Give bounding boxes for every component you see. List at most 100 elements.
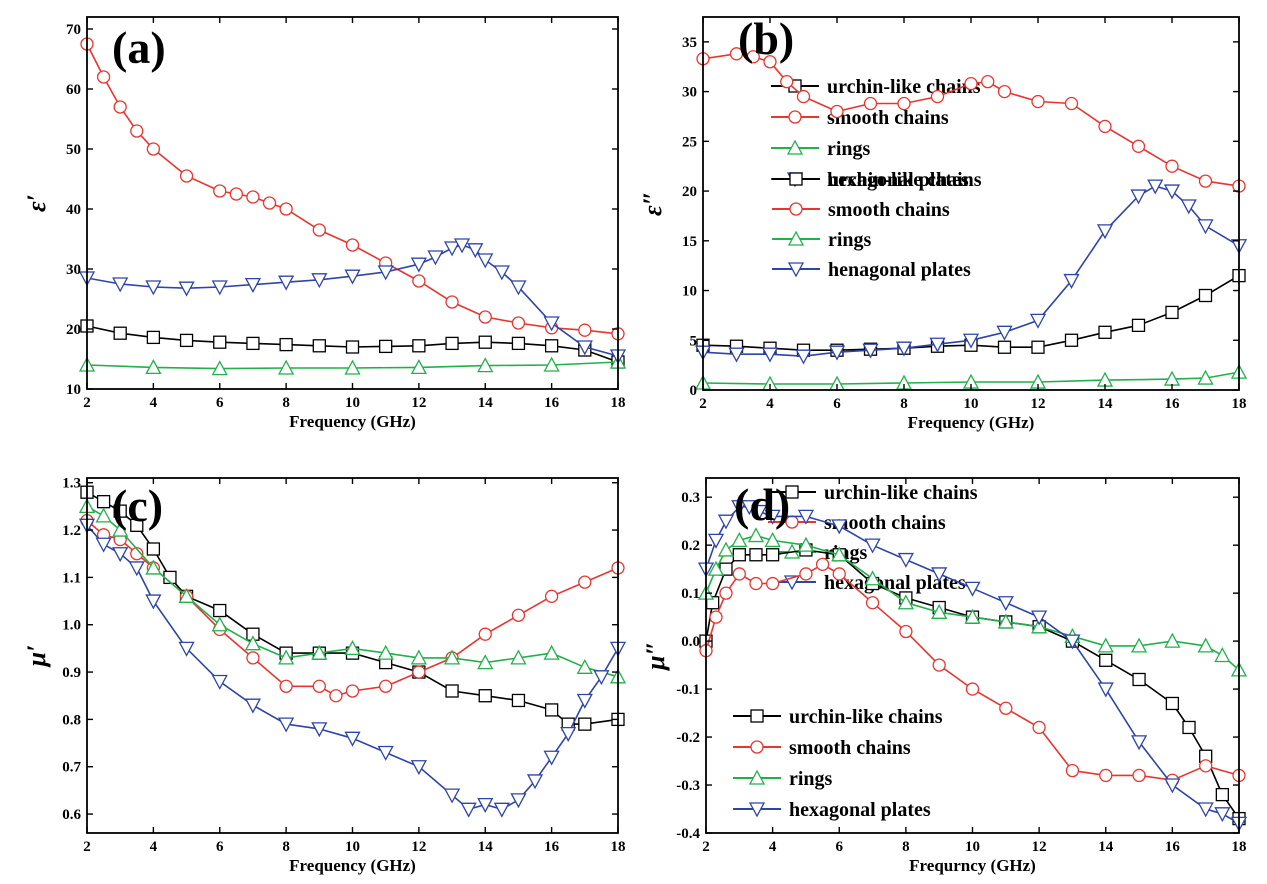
data-point: [1031, 94, 1045, 109]
data-point: [964, 581, 981, 597]
data-point: [312, 223, 326, 237]
x-tick-label: 14: [1098, 396, 1114, 412]
data-point: [831, 546, 848, 562]
x-tick-label: 8: [282, 395, 290, 411]
data-point: [229, 187, 243, 201]
data-point: [1096, 224, 1114, 240]
y-tick-label: -0.4: [676, 826, 700, 842]
data-point: [410, 359, 427, 375]
series-rings: [78, 353, 627, 376]
x-axis-label: Frequency (GHz): [908, 413, 1035, 432]
y-axis-label: μ″: [641, 641, 670, 672]
data-point: [997, 84, 1012, 99]
data-point: [345, 238, 360, 252]
legend-label: rings: [828, 229, 872, 251]
data-point: [311, 644, 328, 660]
y-tick-label: 25: [682, 134, 697, 150]
data-point: [443, 649, 461, 665]
data-point: [211, 360, 228, 376]
data-point: [113, 504, 127, 518]
x-tick-label: 6: [833, 396, 841, 412]
data-point: [765, 576, 780, 591]
data-point: [453, 238, 471, 254]
data-point: [278, 717, 295, 733]
data-point: [543, 644, 560, 660]
legend-entry: urchin-like chains: [768, 482, 978, 504]
x-tick-label: 16: [544, 839, 560, 855]
data-point: [764, 509, 781, 525]
series-smooth-chains: [696, 47, 1246, 193]
x-tick-label: 12: [1031, 396, 1046, 412]
x-tick-label: 8: [902, 839, 910, 855]
series-line: [705, 563, 1240, 782]
data-point: [477, 357, 494, 373]
legend-label: smooth chains: [827, 107, 949, 129]
series-smooth-chains: [80, 37, 625, 341]
data-point: [899, 624, 913, 639]
data-point: [981, 75, 995, 89]
data-point: [379, 679, 393, 693]
data-point: [1132, 672, 1146, 687]
y-tick-label: 0.9: [62, 665, 81, 681]
data-point: [526, 774, 544, 790]
y-tick-label: 1.0: [62, 618, 81, 634]
legend-label: smooth chains: [828, 199, 950, 221]
data-point: [747, 527, 765, 543]
data-point: [377, 644, 394, 660]
legend-entry: rings: [771, 138, 871, 160]
data-point: [719, 586, 733, 600]
data-point: [112, 521, 129, 537]
y-tick-label: 50: [66, 142, 81, 158]
legend-label: urchin-like chains: [824, 482, 978, 504]
legend-entry: smooth chains: [768, 512, 946, 534]
data-point: [511, 608, 526, 622]
plot-frame: [86, 16, 619, 390]
data-point: [897, 552, 914, 568]
data-point: [278, 359, 295, 375]
x-tick-label: 10: [965, 839, 980, 855]
legend-label: urchin-like chains: [828, 169, 982, 191]
data-point: [345, 340, 360, 354]
data-point: [765, 548, 780, 562]
chart-panel-c: 2 4 6 8 10 12 14 16 18 0.6 0.7 0.8 0.9 1.0 1.1 1.2 1.3 Fr…: [22, 476, 978, 875]
legend-label: urchin-like chains: [789, 706, 943, 728]
data-point: [1165, 305, 1179, 320]
data-point: [749, 548, 763, 562]
series-hexagonal-plates: [697, 500, 1248, 832]
data-point: [178, 281, 195, 297]
series-line: [86, 519, 619, 697]
data-point: [544, 589, 559, 603]
data-point: [1098, 119, 1112, 134]
y-tick-label: 0.8: [62, 712, 81, 728]
data-point: [1165, 159, 1179, 173]
data-point: [965, 682, 980, 696]
data-point: [510, 649, 527, 665]
data-point: [1197, 802, 1214, 818]
data-point: [997, 613, 1014, 629]
data-point: [344, 731, 361, 747]
series-line: [86, 505, 619, 678]
data-point: [477, 253, 494, 269]
y-tick-label: 1.3: [62, 476, 81, 492]
data-point: [763, 55, 777, 69]
data-point: [96, 495, 111, 509]
data-point: [145, 594, 162, 610]
data-point: [1031, 340, 1045, 354]
data-point: [1164, 632, 1181, 648]
data-point: [179, 169, 194, 183]
data-point: [96, 70, 111, 84]
data-point: [865, 596, 880, 610]
y-tick-label: 10: [682, 284, 697, 300]
data-point: [445, 336, 459, 351]
y-tick-label: 30: [66, 262, 81, 278]
legend-entry: smooth chains: [772, 199, 950, 221]
data-point: [130, 124, 144, 138]
legend-entry: rings: [772, 229, 872, 251]
panel-label: (c): [112, 480, 163, 531]
x-tick-label: 12: [411, 395, 426, 411]
series-rings: [78, 498, 627, 684]
data-point: [996, 325, 1013, 341]
data-point: [493, 265, 510, 281]
